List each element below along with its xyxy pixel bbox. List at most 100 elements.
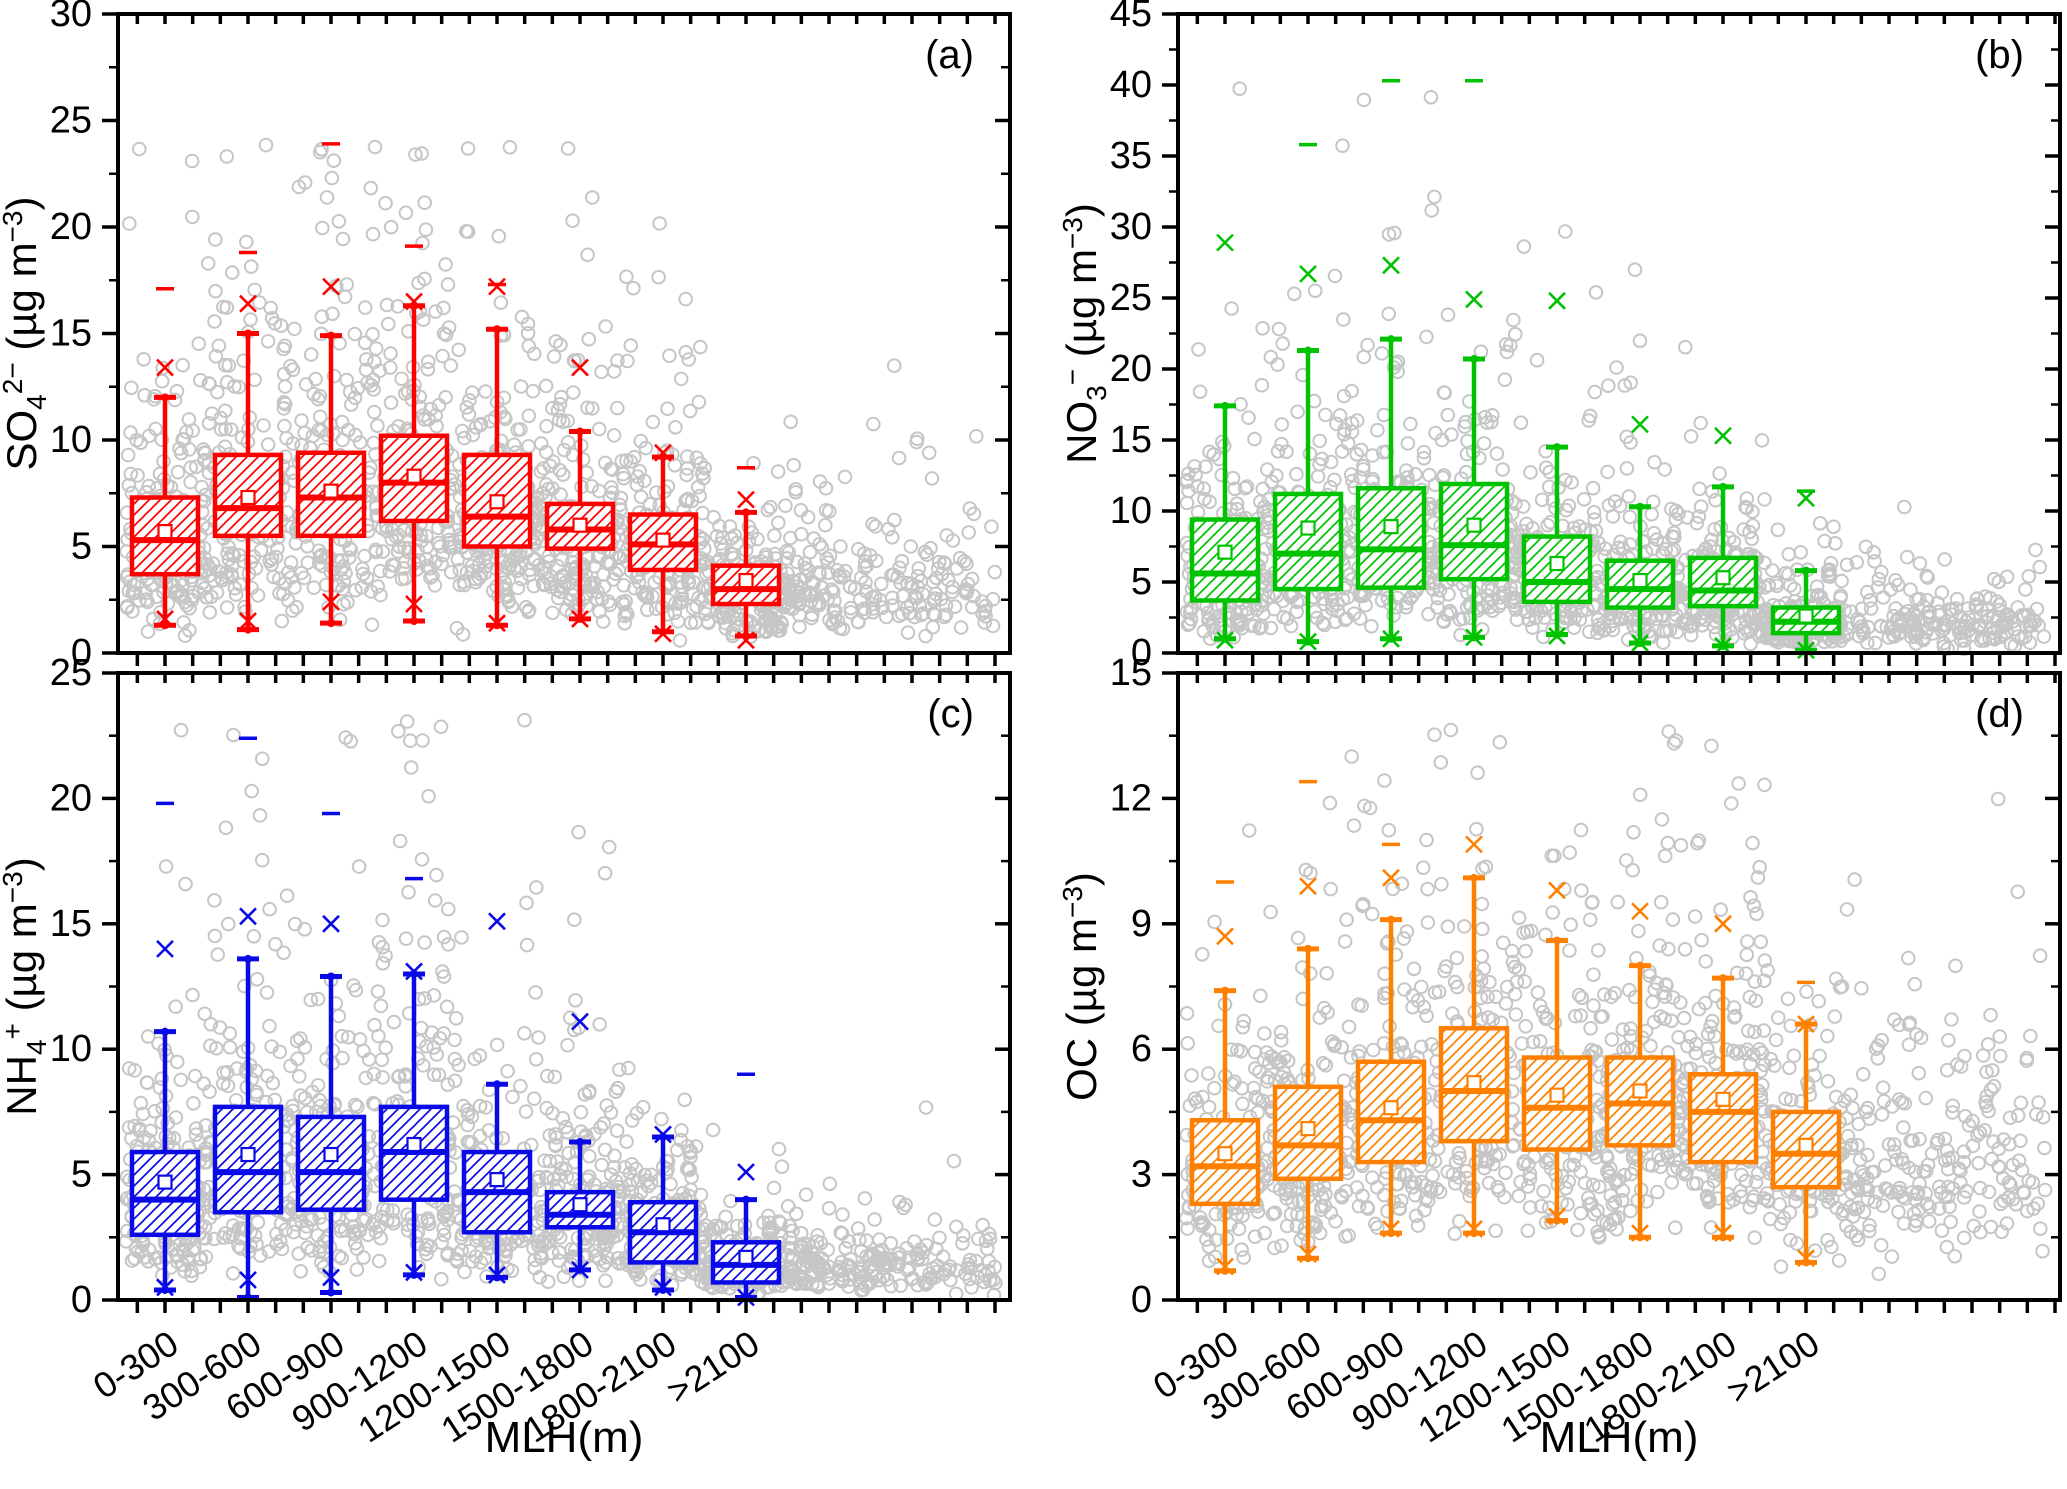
scatter-points — [119, 137, 1003, 648]
y-tick-label: 5 — [71, 1154, 92, 1196]
whisker-cap-dot — [1636, 502, 1644, 511]
box-iqr — [1438, 481, 1510, 582]
box-hatch — [132, 1152, 198, 1235]
outlier-x-marker — [1299, 632, 1317, 651]
box-NO3_minus-0-300 — [1189, 233, 1261, 650]
mean-marker — [1217, 1146, 1233, 1162]
box-SO4_2minus-900-1200 — [378, 244, 450, 626]
whisker-cap-dot — [742, 1195, 750, 1204]
outlier-x-marker — [1216, 1257, 1234, 1276]
outlier-x-marker — [1382, 629, 1400, 648]
whisker-cap-dot — [327, 1288, 335, 1297]
mean-marker — [406, 468, 422, 484]
x-category-label: >2100 — [659, 1322, 766, 1411]
outlier-x-marker — [737, 631, 755, 650]
y-axis-title: SO42− (µg m−3) — [0, 196, 52, 470]
panel-NO3_minus: 0 5 10 15 20 25 30 35 40 45 (b) NO3− (µg m−3) — [1057, 0, 2062, 674]
whisker-cap-dot — [1636, 961, 1644, 970]
mean-marker — [240, 489, 256, 506]
mean-marker — [738, 572, 754, 589]
whisker-cap-dot — [1221, 401, 1229, 410]
x-axis-ticks — [135, 14, 997, 666]
box-SO4_2minus-0-300 — [129, 287, 201, 630]
y-tick-label: 30 — [1110, 206, 1152, 248]
box-iqr — [1189, 517, 1261, 603]
box-NO3_minus-900-1200 — [1438, 78, 1510, 647]
outlier-x-marker — [322, 592, 340, 611]
box-SO4_2minus-600-900 — [295, 142, 367, 628]
box-iqr — [1272, 491, 1344, 592]
box-NO3_minus-1800-2100 — [1687, 426, 1759, 655]
mean-marker — [1549, 1087, 1565, 1103]
outlier-x-marker — [322, 914, 340, 933]
x-axis-title: MLH(m) — [1540, 1413, 1699, 1462]
box-NO3_minus-600-900 — [1355, 78, 1427, 648]
box-OC-600-900 — [1355, 842, 1427, 1238]
outlier-x-marker — [737, 1163, 755, 1182]
box-hatch — [1192, 1120, 1258, 1204]
outlier-x-marker — [654, 443, 672, 462]
mean-marker — [489, 494, 505, 510]
mean-marker — [1466, 1075, 1482, 1091]
mean-marker — [655, 532, 671, 548]
box-SO4_2minus-1200-1500 — [461, 277, 533, 633]
mean-marker — [1632, 1083, 1648, 1099]
y-tick-label: 15 — [1110, 652, 1152, 694]
y-tick-label: 20 — [50, 206, 92, 248]
box-SO4_2minus-1800-2100 — [627, 443, 699, 643]
box-hatch — [1275, 493, 1341, 590]
box-SO4_2minus-300-600 — [212, 250, 284, 634]
mean-marker — [655, 1217, 671, 1233]
whisker-cap-dot — [244, 625, 252, 634]
box-NH4_plus-0-300 — [129, 801, 201, 1297]
outlier-x-marker — [1797, 1015, 1815, 1034]
whisker-cap-dot — [161, 1027, 169, 1036]
outlier-x-marker — [654, 1125, 672, 1144]
box-hatch — [1192, 519, 1258, 601]
whisker-cap-dot — [493, 325, 501, 334]
y-tick-label: 20 — [1110, 348, 1152, 390]
y-tick-label: 5 — [71, 526, 92, 568]
whisker-cap-dot — [1387, 335, 1395, 344]
y-tick-label: 3 — [1131, 1154, 1152, 1196]
outlier-x-marker — [1714, 1224, 1732, 1243]
outlier-x-marker — [1631, 634, 1649, 652]
box-iqr — [129, 495, 201, 577]
outlier-x-marker — [1216, 631, 1234, 650]
whisker-cap-dot — [659, 627, 667, 636]
box-OC-300-600 — [1272, 779, 1344, 1263]
whisker-cap-dot — [1304, 346, 1312, 355]
outlier-x-marker — [1548, 1207, 1566, 1226]
box-NO3_minus->2100 — [1770, 489, 1842, 660]
x-category-label: >2100 — [1719, 1322, 1826, 1411]
box-NH4_plus-1200-1500 — [461, 912, 533, 1284]
outlier-x-marker — [405, 595, 423, 613]
outlier-x-marker — [571, 610, 589, 628]
y-axis-ticks — [1162, 671, 2060, 1302]
mean-marker — [1217, 544, 1233, 560]
whisker-cap-dot — [1719, 482, 1727, 491]
mean-marker — [1300, 520, 1316, 536]
y-tick-label: 25 — [50, 652, 92, 694]
box-OC-1800-2100 — [1687, 914, 1759, 1243]
y-axis-title: OC (µg m−3) — [1057, 872, 1105, 1101]
box-NH4_plus->2100 — [710, 1072, 782, 1307]
whisker-cap-dot — [1553, 443, 1561, 452]
outlier-x-marker — [405, 962, 423, 981]
box-SO4_2minus->2100 — [710, 465, 782, 650]
box-iqr — [1521, 534, 1593, 605]
y-tick-label: 25 — [50, 100, 92, 142]
outlier-x-marker — [1548, 627, 1566, 645]
box-hatch — [298, 1116, 364, 1210]
whisker-cap-dot — [161, 393, 169, 402]
box-iqr — [1189, 1118, 1261, 1207]
mean-marker — [572, 1197, 588, 1213]
box-NH4_plus-300-600 — [212, 736, 284, 1302]
y-tick-label: 15 — [50, 313, 92, 355]
whisker-cap-dot — [327, 331, 335, 340]
box-OC-1500-1800 — [1604, 902, 1676, 1243]
y-tick-label: 15 — [1110, 419, 1152, 461]
box-iqr — [378, 433, 450, 524]
